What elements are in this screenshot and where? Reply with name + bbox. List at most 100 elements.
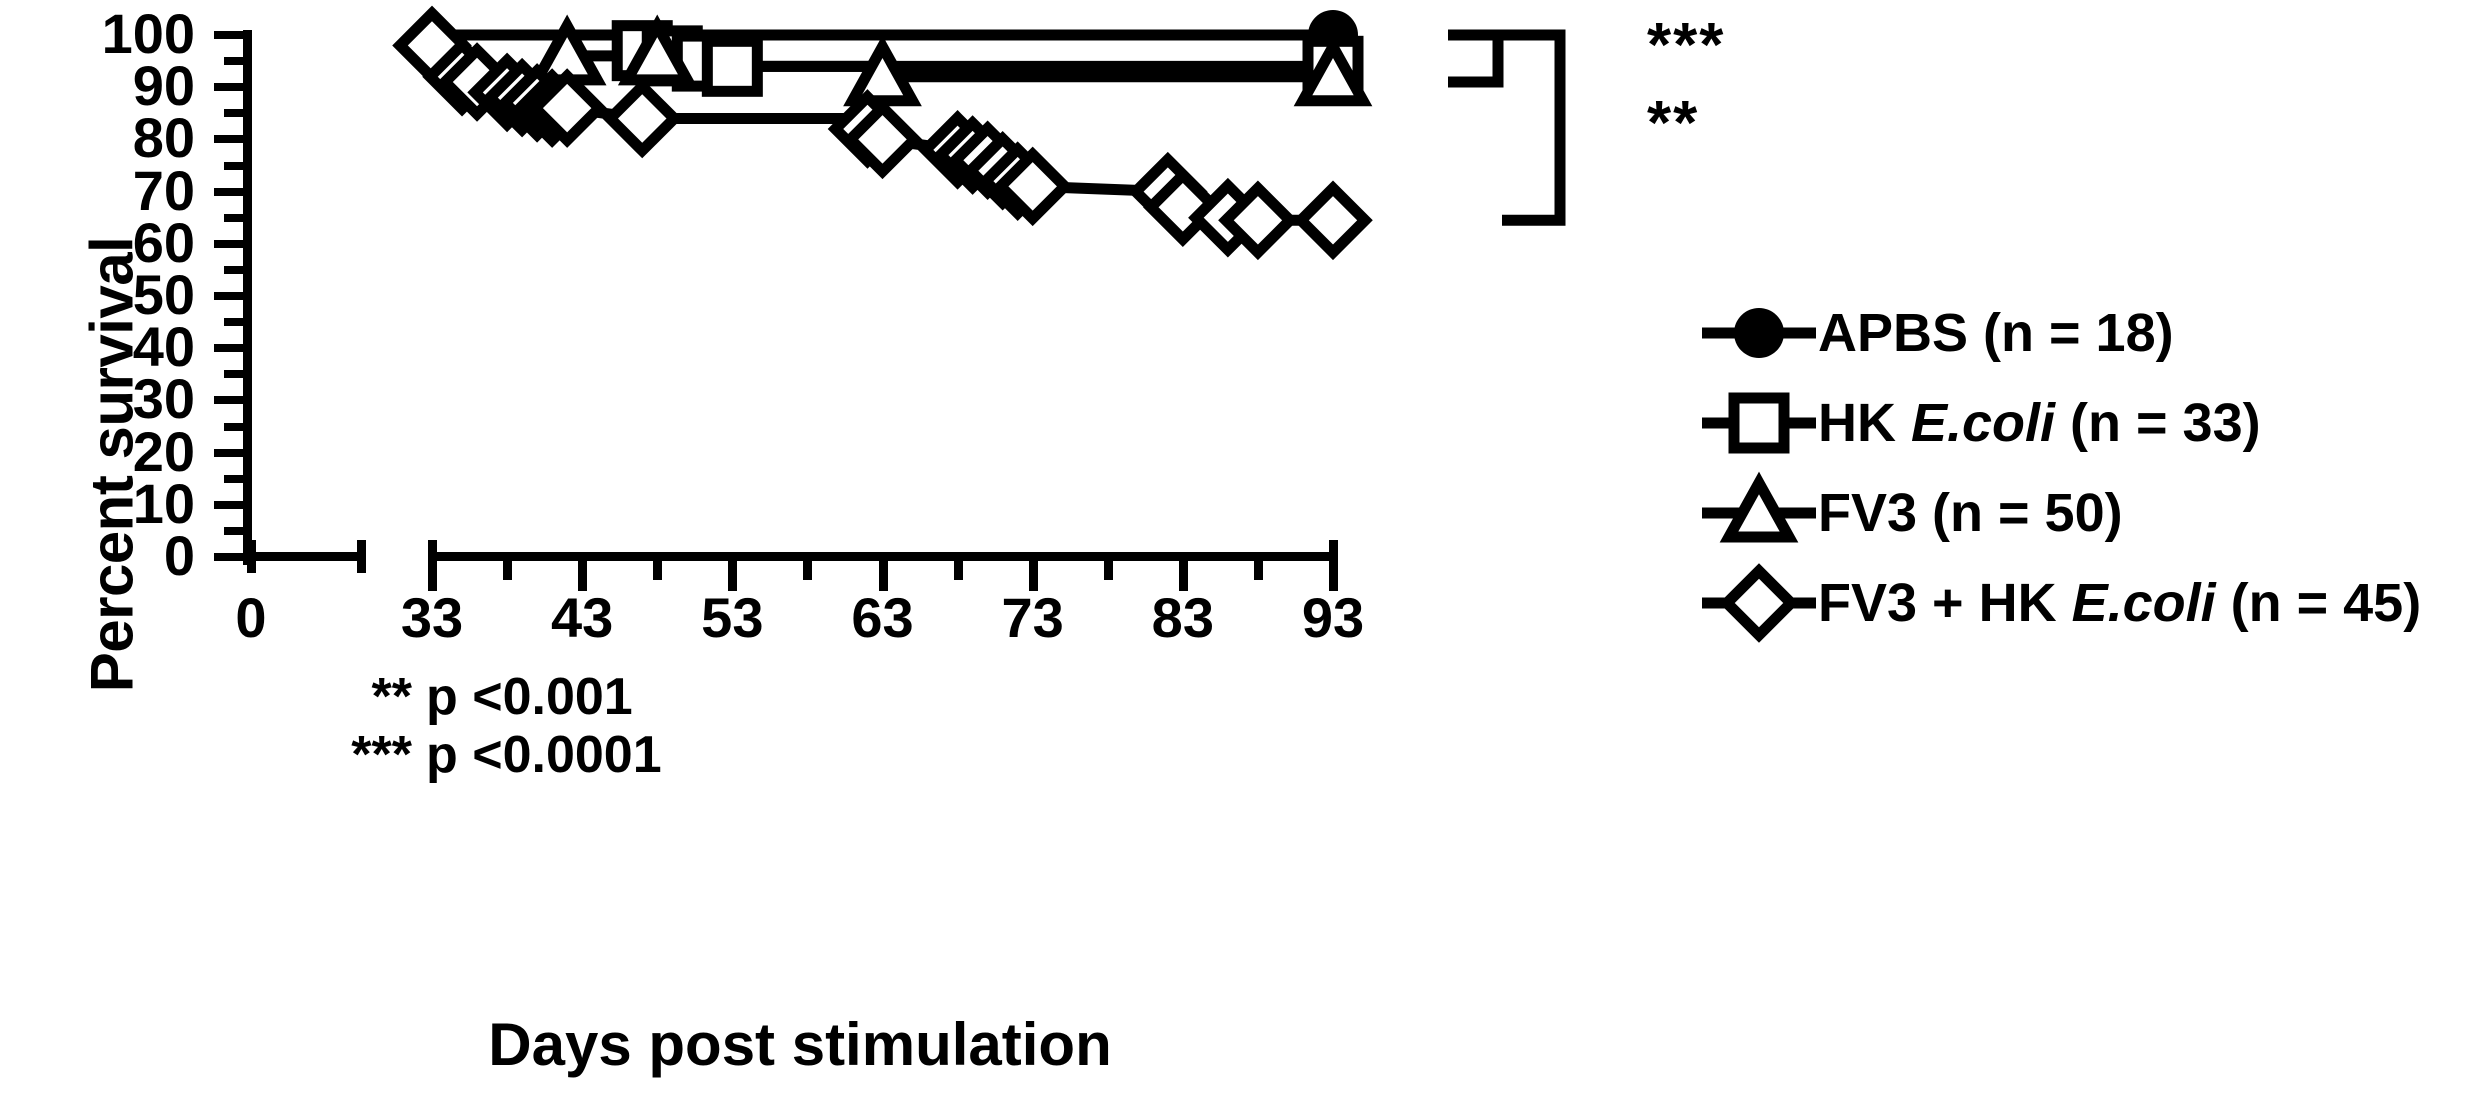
open-diamond-marker (1188, 177, 1268, 258)
x-axis-line-main (428, 552, 1338, 561)
x-axis-tick-0 (247, 540, 256, 573)
open-diamond-marker (392, 5, 472, 86)
open-square-marker (641, 25, 703, 87)
series-open-diamond (428, 41, 1333, 226)
open-diamond-marker (497, 63, 577, 143)
open-triangle-marker (617, 14, 697, 86)
y-tick-major (214, 396, 244, 405)
legend-item[interactable]: FV3 (n = 50) (1700, 468, 2490, 558)
x-tick-minor (1103, 561, 1113, 580)
y-tick-label: 70 (132, 158, 195, 222)
x-axis-tick-93 (1329, 540, 1338, 573)
y-tick-minor (224, 57, 244, 66)
open-triangle-marker (843, 35, 922, 107)
y-tick-major (214, 31, 244, 39)
p-value-text-2: p <0.0001 (426, 726, 662, 785)
x-tick-major (428, 561, 437, 591)
p-value-stars-1: ** (371, 668, 412, 726)
y-tick-minor (224, 318, 244, 327)
series-open-square (432, 29, 1333, 72)
open-diamond-marker (1293, 180, 1373, 261)
y-tick-major (214, 83, 244, 92)
x-tick-minor (803, 561, 813, 580)
x-axis-line-broken-segment (247, 552, 365, 561)
x-axis-title: Days post stimulation (488, 1011, 1112, 1078)
open-triangle-marker (527, 14, 607, 86)
bracket-label-top: *** (1647, 11, 1726, 80)
open-diamond-marker (422, 36, 502, 117)
x-tick-label: 0 (235, 586, 267, 649)
x-tick-label: 73 (1001, 586, 1064, 649)
y-tick-major (214, 553, 244, 561)
series-markers-filled-circle (1308, 10, 1358, 60)
bracket-label-bottom: ** (1647, 89, 1700, 158)
series-markers-open-square (611, 20, 1364, 97)
x-tick-label: 53 (701, 586, 764, 649)
legend-item[interactable]: APBS (n = 18) (1700, 288, 2490, 378)
y-tick-minor (224, 213, 244, 222)
open-triangle-marker (1293, 35, 1373, 107)
open-diamond-marker (977, 141, 1058, 221)
open-diamond-marker (932, 115, 1013, 195)
open-square-marker (701, 35, 763, 97)
legend-item[interactable]: FV3 + HK E.coli (n = 45) (1700, 558, 2490, 648)
y-tick-label: 0 (163, 524, 195, 587)
filled-circle-icon (1700, 288, 1818, 378)
x-tick-minor (503, 561, 513, 580)
series-markers-open-triangle (527, 14, 1373, 107)
legend-item[interactable]: HK E.coli (n = 33) (1700, 378, 2490, 468)
x-tick-label: 83 (1151, 586, 1214, 649)
y-tick-major (214, 500, 244, 509)
open-diamond-marker (1128, 151, 1208, 232)
y-tick-label: 10 (132, 471, 195, 535)
open-diamond-marker (602, 78, 683, 159)
x-tick-major (878, 561, 888, 591)
filled-circle-marker (1734, 308, 1784, 358)
open-diamond-marker (467, 52, 547, 133)
open-square-marker (671, 30, 733, 92)
x-tick-major (728, 561, 738, 591)
open-square-marker (1728, 392, 1790, 454)
y-tick-major (214, 239, 244, 248)
open-diamond-marker (962, 130, 1043, 211)
legend-item-label: FV3 + HK E.coli (n = 45) (1818, 573, 2422, 633)
y-tick-minor (224, 526, 244, 535)
y-tick-label: 100 (101, 2, 195, 65)
x-axis-break-cap (357, 540, 366, 573)
open-diamond-marker (1218, 180, 1298, 261)
x-tick-label: 33 (400, 586, 464, 649)
y-tick-label: 30 (132, 367, 195, 431)
legend-item-label: FV3 (n = 50) (1818, 483, 2123, 543)
x-tick-major (578, 561, 588, 591)
open-diamond-marker (1143, 167, 1223, 248)
y-tick-major (214, 344, 244, 353)
series-open-triangle (432, 29, 1333, 83)
y-tick-label: 50 (132, 263, 195, 326)
open-diamond-icon (1700, 558, 1818, 648)
y-tick-label: 40 (132, 315, 195, 379)
y-tick-minor (224, 474, 244, 483)
open-diamond-marker (527, 68, 607, 148)
x-tick-major (1178, 561, 1188, 591)
y-tick-minor (224, 370, 244, 379)
y-tick-label: 60 (132, 210, 195, 274)
open-triangle-icon (1700, 468, 1818, 558)
open-diamond-marker (917, 110, 998, 190)
y-tick-major (214, 187, 244, 196)
x-tick-minor (1253, 561, 1263, 580)
y-tick-major (214, 448, 244, 457)
y-tick-minor (224, 265, 244, 274)
significance-brackets (1448, 29, 1566, 226)
y-tick-minor (224, 422, 244, 431)
x-tick-label: 43 (551, 586, 614, 649)
y-tick-major (214, 135, 244, 144)
x-tick-major (1028, 561, 1038, 591)
open-diamond-marker (1719, 563, 1799, 643)
open-diamond-marker (512, 68, 592, 148)
legend-item-label: HK E.coli (n = 33) (1818, 393, 2261, 453)
p-value-row-2: *** p <0.0001 (320, 726, 662, 785)
series-markers-open-diamond (392, 5, 1373, 261)
open-square-icon (1700, 378, 1818, 468)
legend: APBS (n = 18) HK E.coli (n = 33) FV3 (n = … (1700, 288, 2490, 648)
